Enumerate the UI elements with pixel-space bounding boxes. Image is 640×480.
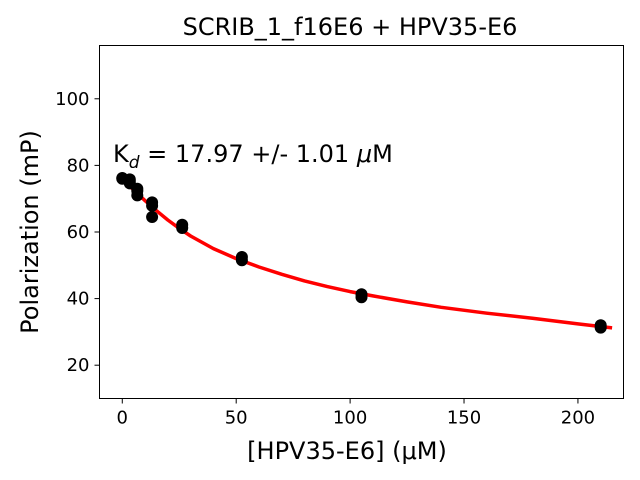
y-tick-label: 100 (55, 89, 89, 110)
kd-annotation: Kd = 17.97 +/- 1.01 μM (113, 140, 393, 173)
data-point (235, 254, 248, 267)
data-point (176, 222, 189, 234)
data-point (146, 211, 159, 223)
y-axis-label: Polarization (mP) (16, 130, 44, 334)
x-axis-label: [HPV35-E6] (μM) (247, 437, 447, 465)
data-point (355, 291, 368, 304)
y-tick-label: 60 (67, 222, 90, 243)
x-tick-label: 200 (561, 408, 595, 429)
y-tick-label: 80 (67, 155, 90, 176)
axes-frame (99, 45, 624, 399)
fit-curve (121, 177, 613, 330)
data-point (131, 189, 144, 202)
kd-annotation-value: = 17.97 +/- 1.01 (140, 140, 357, 168)
kd-annotation-mu: μ (356, 140, 372, 168)
data-point (146, 199, 159, 212)
data-point (594, 321, 607, 334)
y-tick-label: 20 (67, 355, 90, 376)
x-tick-label: 0 (117, 408, 128, 429)
y-tick-label: 40 (67, 289, 90, 310)
x-tick-label: 150 (447, 408, 481, 429)
plot-area (116, 172, 613, 334)
chart-title: SCRIB_1_f16E6 + HPV35-E6 (183, 13, 518, 41)
y-axis: 20 40 60 80 100 (55, 89, 100, 376)
kd-annotation-prefix: K (113, 140, 130, 168)
x-axis: 0 50 100 150 200 (117, 398, 595, 429)
kd-annotation-subscript: d (129, 153, 140, 173)
x-tick-label: 50 (225, 408, 248, 429)
x-tick-label: 100 (333, 408, 367, 429)
kd-annotation-unit: M (372, 140, 393, 168)
